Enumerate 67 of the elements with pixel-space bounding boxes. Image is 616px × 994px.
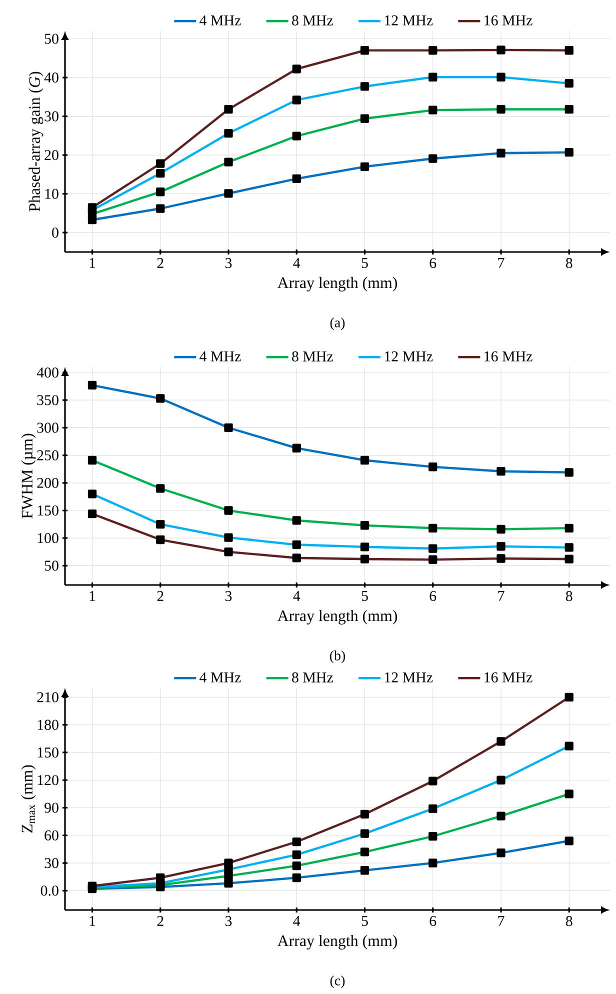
y-tick-label: 0.0	[40, 886, 58, 896]
y-tick-label: 40	[44, 72, 58, 83]
text: (a)	[330, 318, 345, 330]
x-tick-label: 8	[566, 916, 572, 926]
legend-label: 16 MHz	[484, 351, 532, 362]
x-tick-label: 7	[498, 916, 504, 926]
y-tick-label: 100	[38, 533, 58, 544]
y-tick-label: 30	[44, 858, 58, 868]
y-tick-label: 180	[38, 720, 58, 730]
x-tick-label: 1	[90, 916, 96, 926]
legend-label: 8 MHz	[292, 672, 333, 682]
x-tick-label: 8	[566, 591, 572, 602]
x-tick-label: 1	[90, 591, 96, 601]
x-axis-title: Array length (mm)	[277, 610, 398, 624]
y-tick-label: 210	[37, 692, 58, 702]
x-tick-label: 6	[430, 591, 436, 602]
legend-label: 16 MHz	[484, 672, 532, 682]
x-tick-label: 4	[293, 591, 300, 601]
y-tick-label: 50	[44, 34, 58, 44]
x-tick-label: 6	[430, 258, 436, 268]
y-tick-label: 90	[44, 802, 58, 813]
x-tick-label: 2	[157, 591, 164, 601]
x-tick-label: 2	[157, 916, 164, 926]
y-tick-label: 150	[38, 505, 58, 516]
x-tick-label: 5	[362, 258, 368, 268]
legend-label: 4 MHz	[200, 672, 241, 682]
x-tick-label: 6	[430, 916, 436, 926]
legend-label: 12 MHz	[384, 351, 433, 362]
text: (b)	[330, 650, 346, 664]
x-tick-label: 3	[225, 591, 232, 602]
x-tick-label: 5	[362, 591, 368, 601]
y-tick-label: 250	[37, 450, 58, 460]
y-tick-label: 400	[36, 367, 58, 378]
x-axis-title: Array length (mm)	[277, 934, 398, 950]
x-tick-label: 4	[293, 916, 300, 926]
y-tick-label: 300	[37, 422, 58, 433]
x-tick-label: 7	[498, 258, 504, 268]
x-tick-label: 4	[293, 258, 300, 268]
y-axis-title: FWHM (µm)	[21, 434, 36, 518]
legend-label: 8 MHz	[292, 351, 333, 362]
y-tick-label: 150	[38, 747, 58, 758]
y-axis-title: Z$_{max}$ (mm)	[21, 765, 36, 833]
x-tick-label: 3	[225, 258, 232, 268]
legend-label: 12 MHz	[384, 672, 433, 682]
x-tick-label: 3	[225, 916, 232, 926]
y-axis-title: Phased-array gain (G)	[28, 72, 44, 212]
y-tick-label: 0	[52, 228, 58, 238]
y-tick-label: 120	[38, 775, 58, 786]
text: (c)	[330, 976, 345, 988]
legend-label: 12 MHz	[384, 15, 433, 26]
x-tick-label: 1	[90, 258, 96, 268]
x-axis-title: Array length (mm)	[277, 276, 397, 292]
legend-label: 4 MHz	[200, 351, 241, 362]
y-tick-label: 60	[44, 830, 58, 840]
y-tick-label: 50	[44, 560, 58, 571]
legend-label: 16 MHz	[484, 15, 532, 26]
x-tick-label: 5	[362, 916, 368, 926]
legend-label: 8 MHz	[292, 15, 333, 26]
x-tick-label: 2	[157, 258, 164, 268]
legend-label: 4 MHz	[200, 15, 241, 26]
y-tick-label: 20	[44, 150, 58, 160]
x-tick-label: 7	[498, 591, 504, 601]
y-tick-label: 30	[44, 111, 58, 122]
y-tick-label: 200	[37, 478, 58, 488]
y-tick-label: 10	[45, 188, 58, 199]
x-tick-label: 8	[566, 258, 572, 268]
y-tick-label: 350	[37, 395, 58, 406]
